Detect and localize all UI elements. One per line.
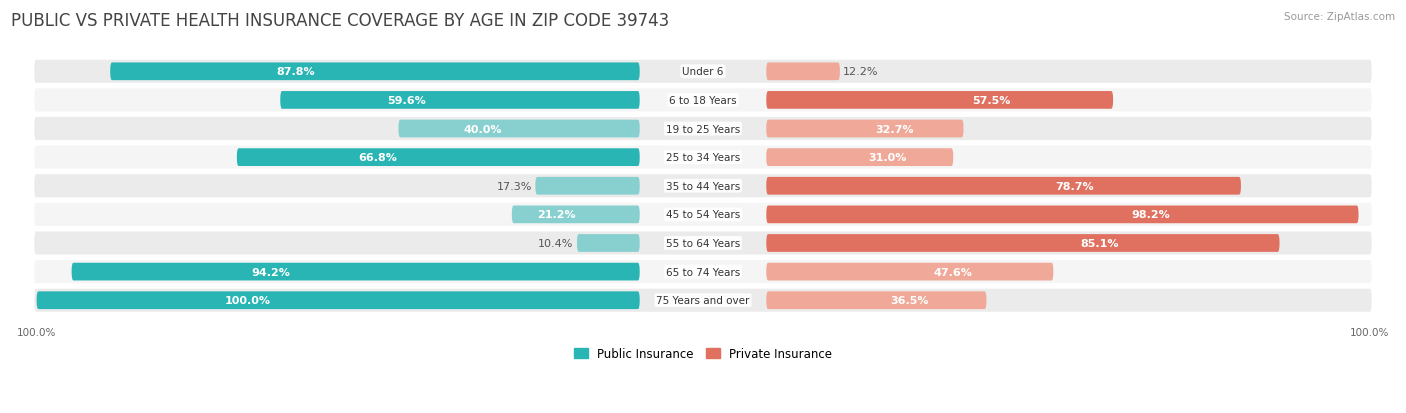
Text: 87.8%: 87.8% bbox=[276, 67, 315, 77]
Text: 21.2%: 21.2% bbox=[537, 210, 576, 220]
Text: 59.6%: 59.6% bbox=[387, 96, 426, 106]
Text: 31.0%: 31.0% bbox=[869, 153, 907, 163]
FancyBboxPatch shape bbox=[34, 231, 1372, 256]
FancyBboxPatch shape bbox=[766, 120, 963, 138]
Text: 47.6%: 47.6% bbox=[934, 267, 973, 277]
FancyBboxPatch shape bbox=[280, 92, 640, 109]
Text: 25 to 34 Years: 25 to 34 Years bbox=[666, 153, 740, 163]
Text: 17.3%: 17.3% bbox=[496, 181, 531, 191]
FancyBboxPatch shape bbox=[34, 174, 1372, 199]
FancyBboxPatch shape bbox=[766, 263, 1053, 281]
FancyBboxPatch shape bbox=[398, 120, 640, 138]
Text: 6 to 18 Years: 6 to 18 Years bbox=[669, 96, 737, 106]
Text: Under 6: Under 6 bbox=[682, 67, 724, 77]
FancyBboxPatch shape bbox=[34, 88, 1372, 113]
FancyBboxPatch shape bbox=[37, 292, 640, 309]
FancyBboxPatch shape bbox=[512, 206, 640, 224]
FancyBboxPatch shape bbox=[766, 292, 987, 309]
Legend: Public Insurance, Private Insurance: Public Insurance, Private Insurance bbox=[569, 342, 837, 365]
Text: 35 to 44 Years: 35 to 44 Years bbox=[666, 181, 740, 191]
Text: 100.0%: 100.0% bbox=[225, 296, 271, 306]
FancyBboxPatch shape bbox=[766, 206, 1358, 224]
FancyBboxPatch shape bbox=[34, 59, 1372, 85]
Text: 19 to 25 Years: 19 to 25 Years bbox=[666, 124, 740, 134]
Text: 94.2%: 94.2% bbox=[252, 267, 290, 277]
FancyBboxPatch shape bbox=[34, 288, 1372, 313]
FancyBboxPatch shape bbox=[110, 63, 640, 81]
FancyBboxPatch shape bbox=[536, 178, 640, 195]
FancyBboxPatch shape bbox=[576, 235, 640, 252]
Text: 66.8%: 66.8% bbox=[359, 153, 398, 163]
FancyBboxPatch shape bbox=[34, 259, 1372, 285]
Text: 32.7%: 32.7% bbox=[876, 124, 914, 134]
FancyBboxPatch shape bbox=[34, 202, 1372, 228]
Text: 36.5%: 36.5% bbox=[890, 296, 928, 306]
Text: 12.2%: 12.2% bbox=[844, 67, 879, 77]
Text: Source: ZipAtlas.com: Source: ZipAtlas.com bbox=[1284, 12, 1395, 22]
Text: 40.0%: 40.0% bbox=[464, 124, 502, 134]
Text: 85.1%: 85.1% bbox=[1081, 238, 1119, 248]
Text: 78.7%: 78.7% bbox=[1056, 181, 1094, 191]
FancyBboxPatch shape bbox=[766, 63, 839, 81]
FancyBboxPatch shape bbox=[236, 149, 640, 166]
FancyBboxPatch shape bbox=[72, 263, 640, 281]
FancyBboxPatch shape bbox=[766, 149, 953, 166]
FancyBboxPatch shape bbox=[766, 235, 1279, 252]
Text: 75 Years and over: 75 Years and over bbox=[657, 296, 749, 306]
Text: 10.4%: 10.4% bbox=[538, 238, 574, 248]
FancyBboxPatch shape bbox=[766, 178, 1241, 195]
FancyBboxPatch shape bbox=[766, 92, 1114, 109]
Text: 98.2%: 98.2% bbox=[1132, 210, 1171, 220]
Text: PUBLIC VS PRIVATE HEALTH INSURANCE COVERAGE BY AGE IN ZIP CODE 39743: PUBLIC VS PRIVATE HEALTH INSURANCE COVER… bbox=[11, 12, 669, 30]
FancyBboxPatch shape bbox=[34, 145, 1372, 170]
Text: 45 to 54 Years: 45 to 54 Years bbox=[666, 210, 740, 220]
Text: 55 to 64 Years: 55 to 64 Years bbox=[666, 238, 740, 248]
Text: 65 to 74 Years: 65 to 74 Years bbox=[666, 267, 740, 277]
Text: 57.5%: 57.5% bbox=[973, 96, 1011, 106]
FancyBboxPatch shape bbox=[34, 116, 1372, 142]
